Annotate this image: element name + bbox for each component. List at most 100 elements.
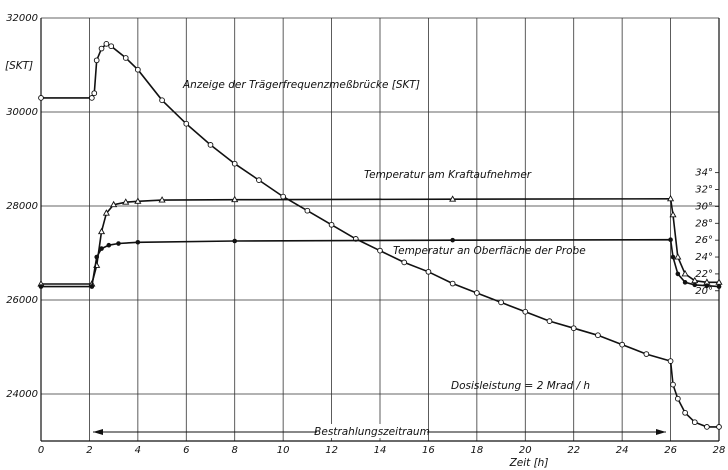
irradiation-period-arrow: Bestrahlungszeitraum bbox=[93, 424, 666, 438]
y-tick-label: 28000 bbox=[6, 201, 38, 212]
data-point bbox=[681, 269, 689, 277]
data-point bbox=[135, 239, 141, 245]
data-point bbox=[498, 299, 504, 306]
data-point bbox=[425, 268, 432, 275]
x-tick-label: 10 bbox=[277, 445, 290, 456]
data-point bbox=[106, 242, 112, 248]
data-point bbox=[669, 210, 677, 218]
y-tick-label: 24000 bbox=[6, 389, 38, 400]
data-point bbox=[94, 254, 99, 260]
series bbox=[37, 40, 723, 430]
x-tick-label: 0 bbox=[38, 445, 44, 456]
data-point bbox=[449, 195, 457, 202]
data-point bbox=[691, 419, 698, 426]
irradiation-period-label: Bestrahlungszeitraum bbox=[314, 426, 430, 438]
series-label-surface-temp: Temperatur an Oberfläche der Probe bbox=[393, 245, 586, 257]
data-point bbox=[158, 196, 166, 203]
data-point bbox=[98, 45, 105, 52]
data-point bbox=[102, 209, 110, 216]
data-point bbox=[110, 200, 118, 208]
data-point bbox=[122, 198, 130, 205]
y-tick-label: 26000 bbox=[6, 295, 38, 306]
x-tick-label: 16 bbox=[422, 445, 435, 456]
data-point bbox=[377, 247, 383, 254]
data-point bbox=[668, 237, 673, 243]
x-tick-label: 20 bbox=[519, 445, 532, 456]
data-point bbox=[159, 97, 165, 104]
x-tick-label: 22 bbox=[567, 445, 580, 456]
y-tick-label: 32000 bbox=[6, 13, 38, 24]
x-tick-label: 8 bbox=[232, 445, 238, 456]
data-point bbox=[99, 246, 104, 251]
y2-tick-label: 26° bbox=[695, 235, 713, 246]
x-tick-label: 6 bbox=[183, 445, 189, 456]
data-point bbox=[256, 177, 262, 184]
axes bbox=[40, 18, 720, 442]
data-point bbox=[91, 90, 98, 97]
data-point bbox=[716, 284, 722, 289]
data-point bbox=[280, 193, 286, 200]
data-point bbox=[704, 424, 710, 430]
data-point bbox=[88, 95, 95, 101]
data-point bbox=[474, 290, 480, 296]
data-point bbox=[103, 40, 110, 47]
data-point bbox=[667, 358, 674, 364]
data-point bbox=[116, 241, 121, 246]
series-label-bridge: Anzeige der Trägerfrequenzmeßbrücke [SKT… bbox=[182, 79, 420, 91]
data-point bbox=[38, 95, 44, 101]
y2-tick-label: 22° bbox=[695, 269, 713, 280]
y2-tick-label: 32° bbox=[695, 185, 713, 196]
data-point bbox=[122, 55, 129, 61]
data-point bbox=[183, 120, 190, 127]
data-point bbox=[716, 424, 722, 430]
data-point bbox=[674, 253, 682, 260]
data-point bbox=[108, 43, 115, 50]
data-point bbox=[670, 254, 676, 260]
data-point bbox=[704, 283, 710, 289]
grid bbox=[40, 17, 720, 441]
data-point bbox=[619, 341, 625, 348]
data-point bbox=[328, 221, 335, 228]
x-tick-label: 24 bbox=[616, 445, 629, 456]
data-point bbox=[692, 282, 698, 288]
data-point bbox=[670, 381, 676, 388]
series-label-force-temp: Temperatur am Kraftaufnehmer bbox=[364, 169, 532, 181]
y2-tick-label: 30° bbox=[695, 201, 713, 212]
data-point bbox=[134, 197, 142, 204]
series-line-2 bbox=[41, 238, 720, 288]
data-point bbox=[89, 284, 95, 289]
x-axis-label: Zeit [h] bbox=[509, 457, 549, 469]
data-point bbox=[231, 160, 238, 167]
data-point bbox=[682, 280, 688, 285]
data-point bbox=[675, 271, 681, 277]
data-point bbox=[93, 57, 100, 64]
x-tick-label: 4 bbox=[135, 445, 141, 456]
x-tick-label: 12 bbox=[325, 445, 338, 456]
x-tick-label: 18 bbox=[470, 445, 483, 456]
y-tick-label: 30000 bbox=[6, 107, 38, 118]
x-tick-label: 28 bbox=[713, 445, 726, 456]
tick-labels: 0 2 4 6 8 10 12 14 16 18 20 22 24 26 28240002600028000… bbox=[6, 13, 725, 456]
data-point bbox=[401, 259, 408, 266]
data-point bbox=[674, 395, 681, 402]
data-point bbox=[522, 308, 529, 315]
x-tick-label: 2 bbox=[86, 445, 92, 456]
dose-annotation: Dosisleistung = 2 Mrad / h bbox=[451, 380, 590, 392]
y2-tick-label: 34° bbox=[695, 168, 713, 179]
data-point bbox=[450, 237, 455, 243]
data-point bbox=[667, 194, 675, 202]
data-point bbox=[97, 227, 106, 235]
data-point bbox=[232, 238, 238, 244]
data-point bbox=[643, 351, 650, 357]
y2-tick-label: 24° bbox=[695, 252, 713, 263]
data-point bbox=[546, 318, 553, 325]
y2-tick-label: 28° bbox=[695, 218, 713, 229]
data-point bbox=[449, 280, 456, 287]
data-point bbox=[207, 142, 214, 148]
x-tick-label: 14 bbox=[374, 445, 387, 456]
data-point bbox=[304, 207, 311, 214]
y2-tick-label: 20° bbox=[695, 286, 713, 297]
y-axis-unit-label: [SKT] bbox=[5, 60, 33, 72]
x-tick-label: 26 bbox=[664, 445, 677, 456]
